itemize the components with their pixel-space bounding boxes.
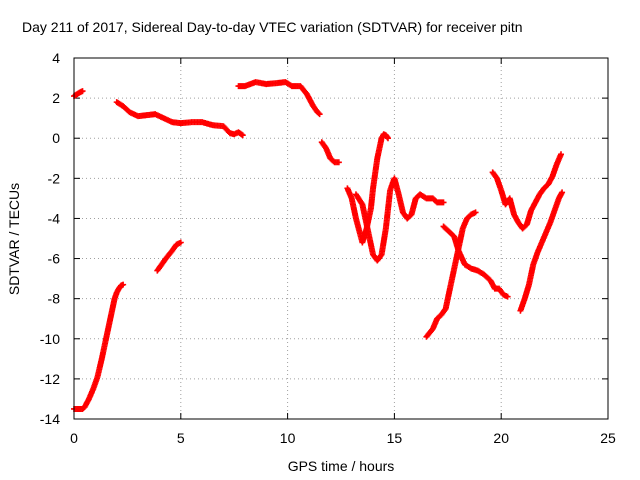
data-point <box>558 151 565 158</box>
x-tick-label: 15 <box>387 430 403 446</box>
y-tick-label: -10 <box>40 331 60 347</box>
data-point <box>559 189 566 196</box>
y-tick-label: 4 <box>52 50 60 66</box>
x-tick-label: 25 <box>600 430 616 446</box>
y-tick-label: 2 <box>52 90 60 106</box>
data-point <box>440 199 447 206</box>
x-tick-label: 5 <box>177 430 185 446</box>
y-tick-label: -2 <box>48 170 61 186</box>
data-points <box>71 79 566 412</box>
data-series-segment <box>235 79 323 118</box>
y-tick-label: 0 <box>52 130 60 146</box>
tick-labels: 0 5 10 15 20 25 -14 -12 -10 -8 -6 -4 -2 0 2 4 <box>40 50 616 446</box>
data-series-segment <box>423 209 479 340</box>
x-axis-label: GPS time / hours <box>288 458 395 474</box>
plot-frame <box>73 57 609 420</box>
data-series-segment <box>489 151 565 232</box>
data-series-segment <box>71 281 127 412</box>
y-tick-label: -6 <box>48 251 61 267</box>
data-point <box>316 111 323 118</box>
data-point <box>504 293 511 300</box>
data-point <box>472 209 479 216</box>
y-tick-label: -8 <box>48 291 61 307</box>
x-tick-label: 0 <box>70 430 78 446</box>
y-tick-label: -4 <box>48 210 61 226</box>
data-series-segment <box>352 175 447 264</box>
data-series-segment <box>440 223 511 300</box>
chart-title: Day 211 of 2017, Sidereal Day-to-day VTE… <box>22 19 523 35</box>
y-tick-label: -14 <box>40 411 60 427</box>
data-series-segment <box>517 189 566 314</box>
y-tick-label: -12 <box>40 371 60 387</box>
data-series-segment <box>318 139 342 166</box>
data-series-segment <box>154 239 184 274</box>
data-point <box>384 135 391 142</box>
data-point <box>335 159 342 166</box>
data-point <box>79 88 86 95</box>
x-tick-label: 20 <box>493 430 509 446</box>
data-series-segment <box>344 131 391 246</box>
x-tick-label: 10 <box>280 430 296 446</box>
data-point <box>177 239 184 246</box>
y-axis-label: SDTVAR / TECUs <box>6 183 22 295</box>
data-series-segment <box>113 99 246 139</box>
data-point <box>315 110 322 117</box>
data-point <box>120 281 127 288</box>
data-point <box>239 132 246 139</box>
